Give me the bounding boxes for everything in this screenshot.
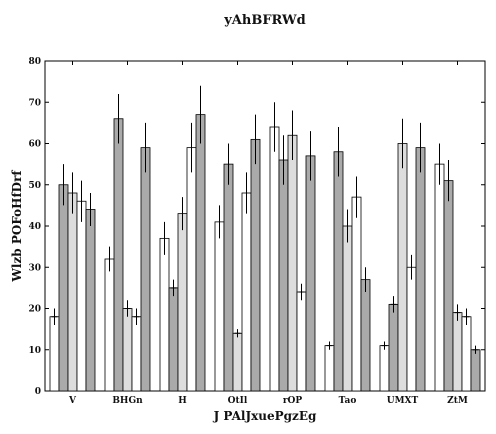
y-tick-label: 80 — [28, 57, 41, 67]
x-tick-label: OtIl — [228, 396, 248, 406]
bar — [342, 225, 353, 392]
chart-title: yAhBFRWd — [223, 13, 306, 28]
bar — [186, 147, 197, 392]
y-tick-label: 60 — [28, 140, 41, 150]
bar — [324, 345, 335, 392]
bar — [351, 196, 362, 392]
bar — [388, 303, 399, 392]
bar — [379, 345, 390, 392]
bar — [58, 184, 69, 392]
y-tick-label: 70 — [28, 98, 41, 108]
bar — [287, 134, 298, 392]
bar — [452, 312, 463, 392]
bar — [49, 316, 60, 392]
plot-area: 0 10 20 30 40 50 60 70 80 V BHGn H OtIl rOP Tao UMXT ZtM — [28, 57, 486, 406]
bar — [434, 163, 445, 392]
bar — [296, 291, 307, 392]
bar — [177, 213, 188, 392]
bar — [241, 192, 252, 392]
x-tick-label: ZtM — [447, 396, 468, 406]
y-axis-label: Wlzb POFoHfDrf — [10, 170, 24, 283]
bar — [122, 308, 133, 392]
y-tick-label: 0 — [35, 387, 41, 397]
bar — [278, 159, 289, 392]
bar — [76, 200, 87, 392]
bar — [250, 138, 261, 392]
bar — [415, 147, 426, 392]
y-tick-label: 20 — [28, 305, 41, 315]
bar — [406, 266, 417, 392]
y-tick-label: 30 — [28, 263, 41, 273]
x-tick-label: UMXT — [387, 396, 419, 406]
x-tick-label: H — [178, 396, 187, 406]
bar — [461, 316, 472, 392]
y-tick-label: 10 — [28, 346, 41, 356]
bar — [67, 192, 78, 392]
bar — [333, 151, 344, 392]
x-tick-label: Tao — [339, 396, 357, 406]
x-tick-label: BHGn — [112, 396, 143, 406]
bar — [168, 287, 179, 392]
bar — [214, 221, 225, 392]
bar — [223, 163, 234, 392]
x-tick-label: rOP — [283, 396, 303, 406]
bar — [140, 147, 151, 392]
bar — [269, 126, 280, 392]
bar — [397, 143, 408, 392]
y-tick-label: 50 — [28, 181, 41, 191]
bar — [104, 258, 115, 392]
bar — [232, 332, 243, 392]
x-axis-label: J PAlJxuePgzEg — [213, 409, 317, 423]
bar — [443, 180, 454, 392]
bar — [195, 114, 206, 392]
bar — [131, 316, 142, 392]
bar — [360, 279, 371, 392]
bar — [159, 237, 170, 392]
x-tick-label: V — [68, 396, 77, 406]
bar — [305, 155, 316, 392]
y-tick-label: 40 — [28, 222, 41, 232]
bar — [113, 118, 124, 392]
bar — [85, 209, 96, 392]
bar — [470, 349, 481, 392]
